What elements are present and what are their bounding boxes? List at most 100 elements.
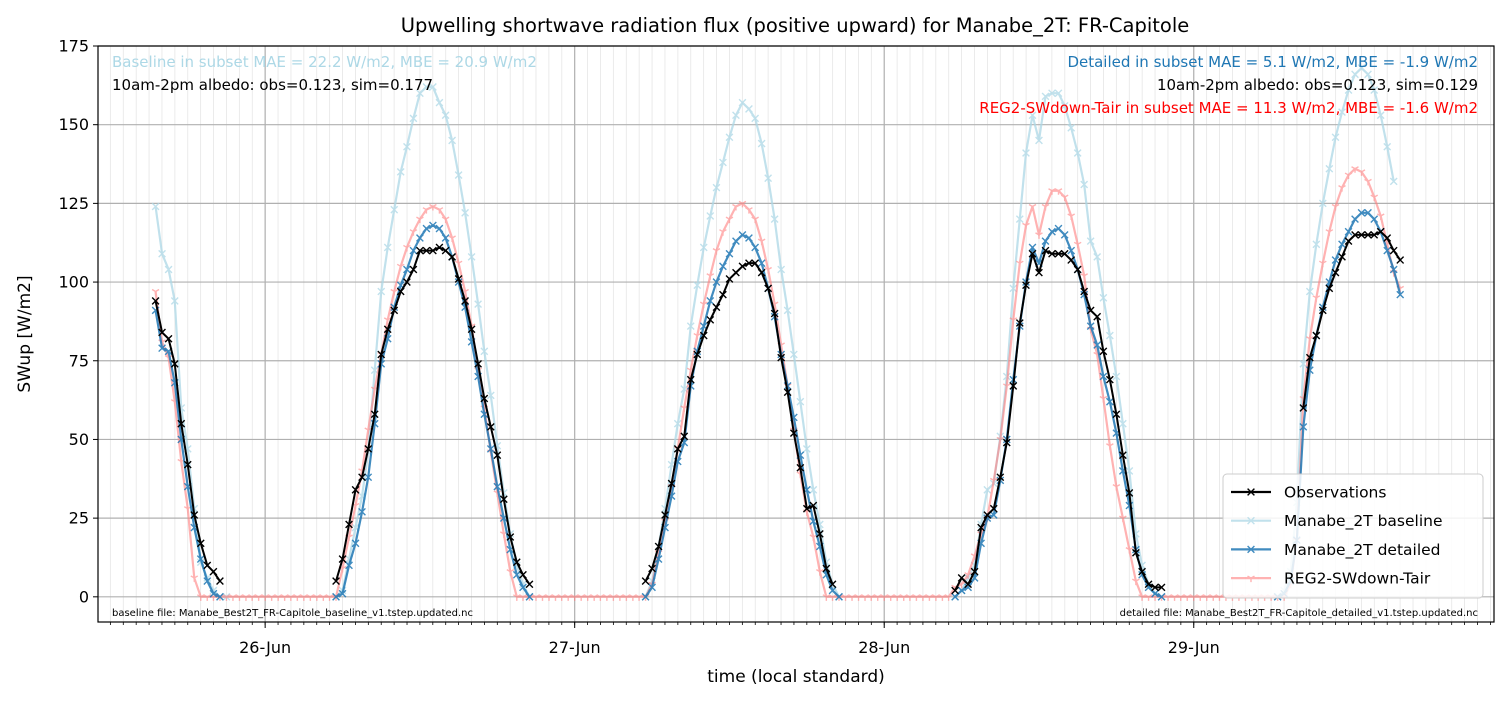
legend-label: Observations [1284, 484, 1386, 502]
data-point [1376, 227, 1385, 236]
data-point [486, 444, 495, 453]
data-point [396, 287, 405, 296]
data-point [802, 504, 811, 513]
data-point [216, 577, 224, 585]
legend-label: Manabe_2T detailed [1284, 541, 1441, 560]
data-point [1351, 70, 1359, 79]
data-point [680, 432, 689, 441]
detailed-file-annotation: detailed file: Manabe_Best2T_FR-Capitole… [1120, 608, 1478, 619]
data-point [783, 306, 792, 315]
data-point [796, 397, 805, 406]
data-point [712, 303, 721, 312]
y-tick-label: 25 [69, 509, 89, 528]
data-point [332, 577, 340, 585]
data-point [673, 444, 682, 453]
y-tick-label: 125 [58, 194, 89, 213]
data-point [151, 202, 160, 211]
data-point [745, 259, 753, 268]
data-point [1364, 208, 1372, 217]
data-point [1364, 70, 1372, 79]
data-point [1325, 229, 1334, 236]
data-point [1080, 180, 1089, 189]
data-point [1305, 353, 1314, 362]
data-point [699, 331, 708, 340]
data-point [751, 259, 760, 268]
y-tick-label: 100 [58, 273, 89, 292]
series-layer [151, 64, 1405, 601]
data-point [1157, 583, 1166, 592]
data-point [1338, 240, 1346, 249]
data-point [1112, 484, 1121, 491]
data-point [1370, 86, 1379, 94]
data-point [1048, 227, 1056, 236]
data-point [151, 297, 160, 305]
data-point [1389, 265, 1398, 274]
data-point [977, 523, 985, 532]
data-point [1338, 108, 1346, 116]
data-point [151, 288, 160, 296]
data-point [745, 207, 753, 214]
data-point [1318, 199, 1327, 208]
data-point [1009, 317, 1018, 324]
data-point [1002, 438, 1011, 447]
data-point [789, 350, 798, 359]
legend-swatch [1231, 488, 1271, 496]
data-point [190, 575, 199, 582]
data-point [706, 315, 715, 324]
data-point [1054, 188, 1063, 195]
data-point [719, 158, 727, 167]
data-point [1396, 290, 1405, 299]
data-point [835, 592, 843, 601]
data-point [416, 216, 424, 224]
legend: Observations Manabe_2T baseline Manabe_2T … [1222, 473, 1484, 599]
data-point [1331, 203, 1340, 211]
data-point [957, 574, 966, 582]
data-point [422, 246, 431, 255]
data-point [764, 284, 773, 293]
data-point [815, 529, 824, 538]
data-point [1364, 178, 1372, 186]
data-point [1331, 268, 1340, 277]
data-point [828, 580, 837, 589]
data-point [370, 410, 379, 419]
data-point [1138, 567, 1146, 576]
data-point [461, 297, 470, 305]
data-point [1370, 230, 1379, 239]
data-point [686, 322, 695, 331]
data-point [512, 570, 521, 579]
data-point [738, 200, 747, 208]
data-point [435, 224, 444, 233]
data-point [1383, 142, 1392, 151]
data-point [164, 265, 173, 274]
data-point [390, 288, 399, 296]
data-point [403, 244, 411, 252]
data-point [983, 485, 992, 494]
data-point [757, 268, 766, 277]
data-point [796, 463, 805, 472]
data-point [667, 479, 676, 488]
data-point [1247, 545, 1255, 554]
legend-label: Manabe_2T baseline [1284, 512, 1443, 531]
data-point [1319, 260, 1327, 268]
data-point [1357, 64, 1366, 72]
y-tick-label: 150 [58, 115, 89, 134]
data-point [390, 205, 399, 214]
data-point [390, 306, 399, 315]
data-point [422, 207, 431, 214]
data-point [712, 278, 721, 286]
data-point [802, 444, 811, 453]
data-point [170, 297, 179, 305]
data-point [454, 260, 463, 268]
data-point [1041, 237, 1050, 246]
data-point [1080, 287, 1089, 296]
y-axis: 0 25 50 75 100 125 150 175 [58, 37, 98, 606]
data-point [364, 473, 373, 482]
data-point [1035, 268, 1043, 277]
data-point [416, 234, 424, 242]
data-point [158, 328, 166, 337]
x-tick-label: 29-Jun [1168, 638, 1220, 657]
data-point [1125, 547, 1134, 554]
data-point [499, 495, 508, 504]
data-point [1247, 488, 1255, 496]
data-point [203, 577, 212, 585]
